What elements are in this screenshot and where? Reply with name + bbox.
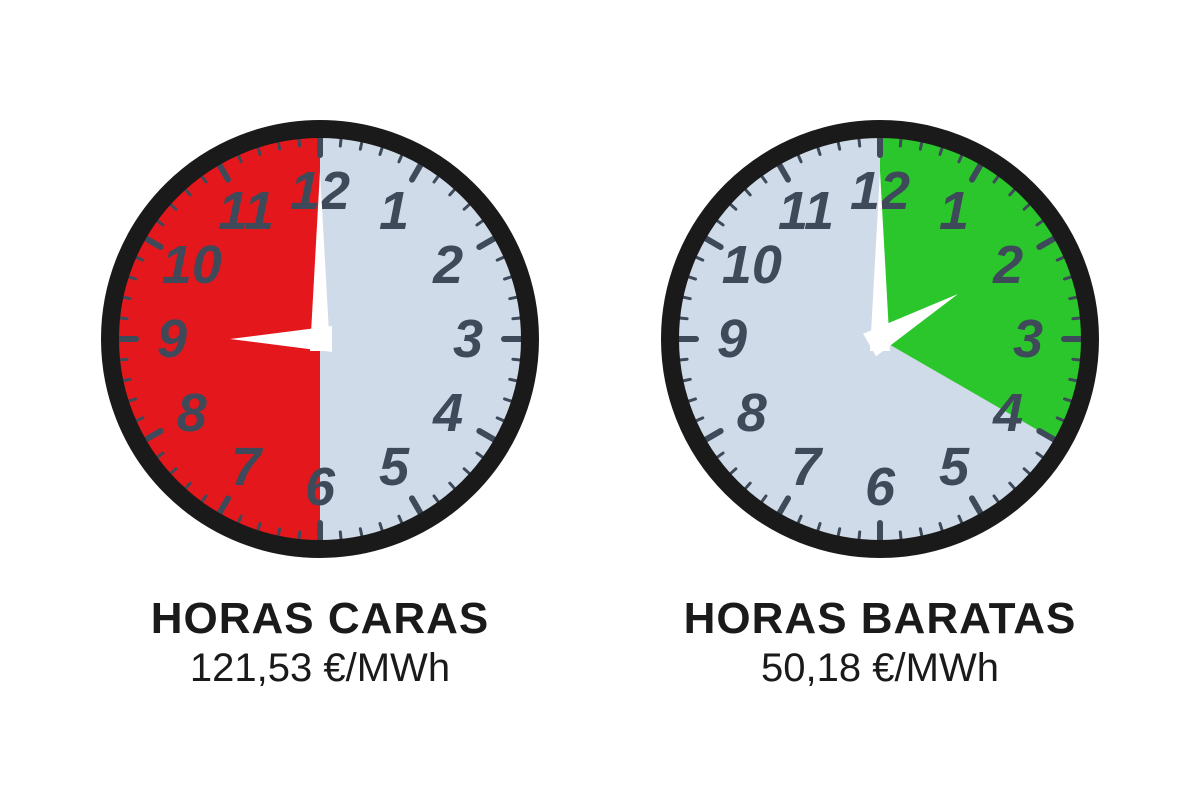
svg-text:2: 2 — [432, 235, 463, 295]
svg-text:9: 9 — [157, 309, 187, 369]
cheap-hours-block: 121234567891011 HORAS BARATAS 50,18 €/MW… — [640, 109, 1120, 691]
cheap-caption: HORAS BARATAS 50,18 €/MWh — [684, 594, 1077, 691]
svg-text:6: 6 — [865, 457, 896, 517]
cheap-price: 50,18 €/MWh — [684, 646, 1077, 691]
svg-text:6: 6 — [305, 457, 336, 517]
expensive-price: 121,53 €/MWh — [151, 646, 490, 691]
svg-text:5: 5 — [379, 437, 410, 497]
expensive-hours-block: 121234567891011 HORAS CARAS 121,53 €/MWh — [80, 109, 560, 691]
cheap-hours-clock: 121234567891011 — [650, 109, 1110, 569]
svg-text:5: 5 — [939, 437, 970, 497]
expensive-caption: HORAS CARAS 121,53 €/MWh — [151, 594, 490, 691]
svg-text:3: 3 — [453, 309, 483, 369]
svg-text:11: 11 — [778, 181, 834, 241]
svg-text:1: 1 — [939, 181, 969, 241]
svg-text:10: 10 — [722, 235, 782, 295]
expensive-hours-clock: 121234567891011 — [90, 109, 550, 569]
svg-text:7: 7 — [231, 437, 264, 497]
svg-text:4: 4 — [432, 383, 463, 443]
svg-text:4: 4 — [992, 383, 1023, 443]
svg-text:8: 8 — [737, 383, 767, 443]
svg-text:9: 9 — [717, 309, 747, 369]
expensive-title: HORAS CARAS — [151, 594, 490, 644]
infographic-container: 121234567891011 HORAS CARAS 121,53 €/MWh… — [80, 109, 1120, 691]
svg-text:2: 2 — [992, 235, 1023, 295]
svg-text:10: 10 — [162, 235, 222, 295]
svg-text:1: 1 — [379, 181, 409, 241]
svg-text:3: 3 — [1013, 309, 1043, 369]
svg-text:7: 7 — [791, 437, 824, 497]
cheap-title: HORAS BARATAS — [684, 594, 1077, 644]
svg-text:8: 8 — [177, 383, 207, 443]
svg-text:11: 11 — [218, 181, 274, 241]
